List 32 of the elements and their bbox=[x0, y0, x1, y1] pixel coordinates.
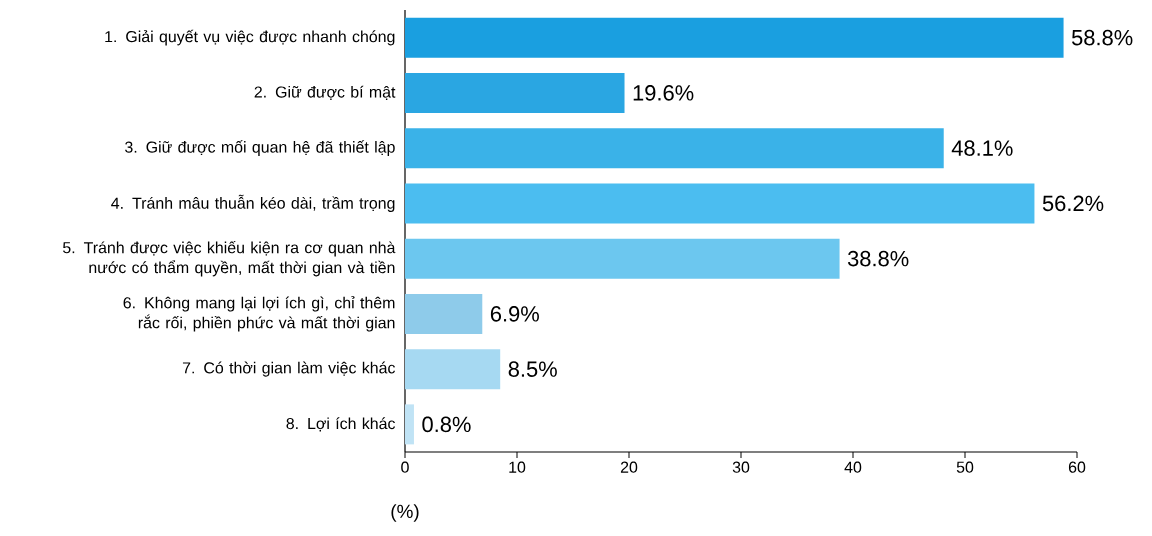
x-tick-label: 40 bbox=[844, 461, 862, 473]
x-tick-label: 10 bbox=[509, 461, 526, 473]
y-tick-label: 2. Giữ được bí mật bbox=[254, 85, 396, 100]
x-tick-label: 0 bbox=[401, 461, 409, 473]
x-axis-title: (%) bbox=[391, 504, 419, 522]
bar bbox=[405, 128, 944, 169]
data-label: 19.6% bbox=[633, 85, 694, 101]
bar bbox=[405, 238, 840, 279]
data-label: 8.5% bbox=[508, 361, 557, 377]
bar bbox=[405, 183, 1035, 224]
x-tick-label: 60 bbox=[1068, 461, 1086, 473]
y-tick-label: 5. Tránh được việc khiếu kiện ra cơ quan nhà nước có thẩm quyền, mất thời gian và tiền bbox=[62, 240, 396, 277]
data-label: 56.2% bbox=[1042, 195, 1104, 212]
bar bbox=[405, 293, 483, 334]
bar bbox=[405, 349, 501, 390]
y-tick-label: 6. Không mang lại lợi ích gì, chỉ thêm rắc rối, phiền phức và mất thời gian bbox=[123, 296, 395, 332]
y-tick-label: 7. Có thời gian làm việc khác bbox=[182, 361, 396, 377]
y-tick-label: 1. Giải quyết vụ việc được nhanh chóng bbox=[105, 29, 395, 46]
x-tick-label: 20 bbox=[620, 461, 638, 473]
y-tick-label: 4. Tránh mâu thuẫn kéo dài, trầm trọng bbox=[111, 194, 395, 212]
y-tick-label: 3. Giữ được mối quan hệ đã thiết lập bbox=[125, 140, 395, 156]
data-label: 48.1% bbox=[951, 140, 1013, 156]
x-tick-label: 50 bbox=[956, 461, 974, 473]
data-label: 58.8% bbox=[1071, 29, 1133, 46]
y-tick-label: 8. Lợi ích khác bbox=[286, 417, 396, 432]
data-label: 38.8% bbox=[847, 250, 909, 267]
data-label: 0.8% bbox=[422, 416, 471, 433]
bar bbox=[405, 17, 1064, 58]
bar bbox=[405, 72, 625, 113]
x-tick-label: 30 bbox=[732, 461, 750, 473]
bar bbox=[405, 404, 414, 445]
data-label: 6.9% bbox=[490, 306, 539, 322]
